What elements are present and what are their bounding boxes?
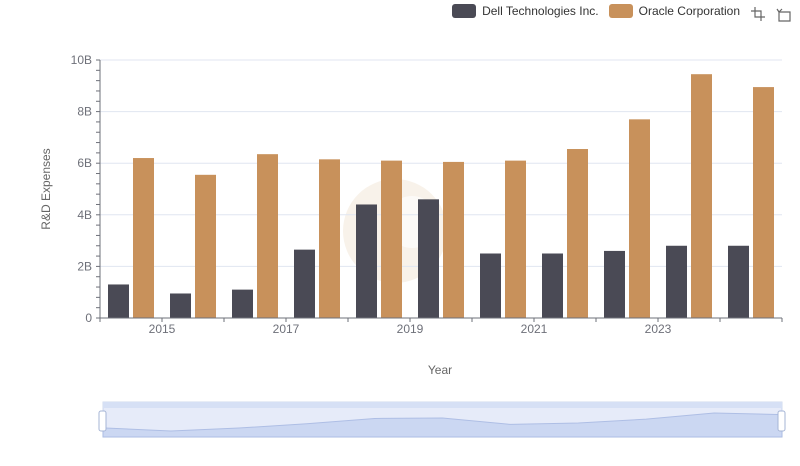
bar-dell-2024[interactable] xyxy=(728,245,749,318)
x-tick-label: 2017 xyxy=(273,322,300,336)
x-tick-label: 2021 xyxy=(521,322,548,336)
bar-dell-2019[interactable] xyxy=(418,199,439,318)
legend-item-oracle[interactable]: Oracle Corporation xyxy=(608,4,740,18)
legend-swatch-dell xyxy=(452,4,477,18)
bar-oracle-2017[interactable] xyxy=(319,159,340,318)
y-tick-label: 0 xyxy=(85,311,92,325)
bar-oracle-2022[interactable] xyxy=(629,119,650,318)
y-tick-label: 2B xyxy=(77,259,92,273)
y-tick-label: 6B xyxy=(77,156,92,170)
datazoom-data-shadow xyxy=(102,412,783,438)
zoom-icon[interactable] xyxy=(750,6,766,22)
bar-oracle-2015[interactable] xyxy=(195,174,216,318)
datazoom-slider[interactable] xyxy=(98,401,786,438)
restore-icon[interactable] xyxy=(776,6,792,22)
bar-dell-2023[interactable] xyxy=(666,245,687,318)
bar-oracle-2023[interactable] xyxy=(691,74,712,318)
bar-dell-2017[interactable] xyxy=(294,249,315,318)
bar-oracle-2018[interactable] xyxy=(381,160,402,318)
datazoom-left-handle[interactable] xyxy=(98,410,107,432)
bar-oracle-2024[interactable] xyxy=(753,87,774,318)
legend-item-dell[interactable]: Dell Technologies Inc. xyxy=(452,4,599,18)
y-tick-label: 4B xyxy=(77,208,92,222)
datazoom-right-handle[interactable] xyxy=(777,410,786,432)
datazoom-move-handle[interactable] xyxy=(103,402,782,408)
bar-dell-2015[interactable] xyxy=(170,293,191,318)
bar-dell-2018[interactable] xyxy=(356,204,377,318)
legend-label-dell: Dell Technologies Inc. xyxy=(482,4,599,18)
bar-dell-2014[interactable] xyxy=(108,284,129,318)
x-axis-title: Year xyxy=(428,363,452,377)
bars-group xyxy=(108,74,774,318)
bar-dell-2021[interactable] xyxy=(542,253,563,319)
bar-dell-2020[interactable] xyxy=(480,253,501,319)
x-tick-label: 2023 xyxy=(645,322,672,336)
bar-oracle-2014[interactable] xyxy=(133,158,154,318)
y-tick-label: 8B xyxy=(77,105,92,119)
bar-dell-2016[interactable] xyxy=(232,289,253,318)
bar-oracle-2021[interactable] xyxy=(567,149,588,318)
y-tick-label: 10B xyxy=(71,53,92,67)
toolbox xyxy=(750,6,792,22)
legend-label-oracle: Oracle Corporation xyxy=(638,4,740,18)
legend: Dell Technologies Inc. Oracle Corporatio… xyxy=(452,4,740,18)
legend-swatch-oracle xyxy=(608,4,633,18)
x-tick-label: 2019 xyxy=(397,322,424,336)
bar-oracle-2019[interactable] xyxy=(443,161,464,318)
axes-group: 0 2B 4B 6B 8B 10B 2015 2017 2019 2021 2023 xyxy=(71,53,783,336)
y-axis-title: R&D Expenses xyxy=(39,148,53,229)
x-tick-label: 2015 xyxy=(149,322,176,336)
bar-oracle-2016[interactable] xyxy=(257,154,278,318)
bar-oracle-2020[interactable] xyxy=(505,160,526,318)
bar-dell-2022[interactable] xyxy=(604,250,625,318)
